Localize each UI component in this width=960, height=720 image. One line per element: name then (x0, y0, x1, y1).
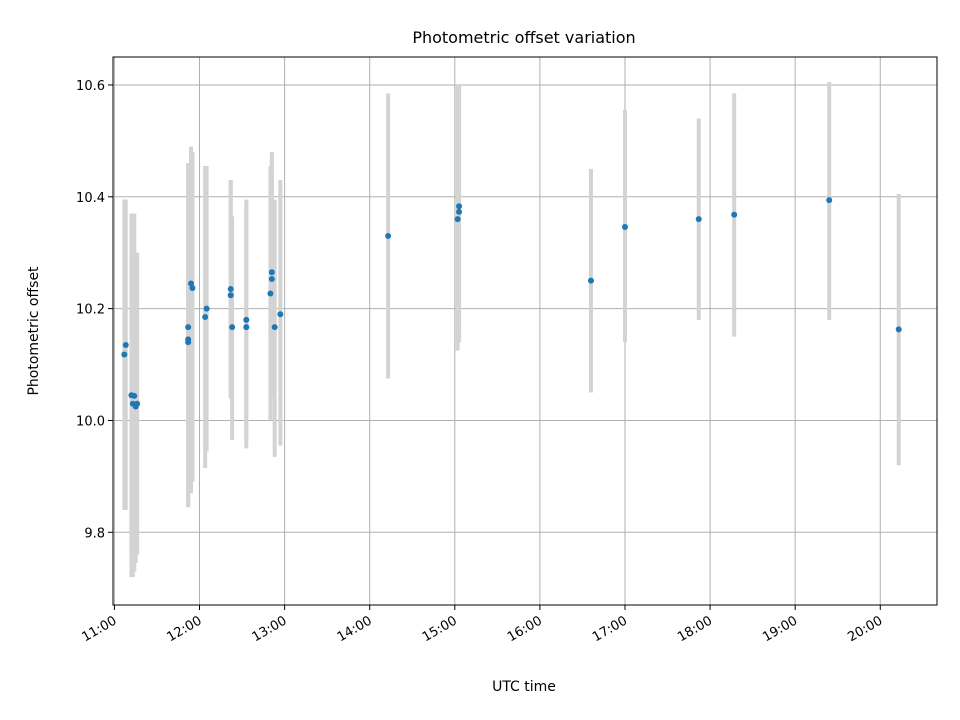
data-point (131, 392, 138, 399)
data-point (454, 216, 461, 223)
data-point (243, 324, 250, 331)
y-tick-label: 10.0 (76, 414, 105, 429)
data-point (185, 336, 192, 343)
y-tick-label: 9.8 (84, 526, 105, 541)
grid (113, 57, 937, 605)
data-point (456, 208, 463, 215)
data-point (268, 269, 275, 276)
x-tick-label: 14:00 (335, 613, 375, 645)
x-tick-label: 16:00 (505, 613, 545, 645)
data-point (826, 197, 833, 204)
x-axis-label: UTC time (492, 679, 556, 695)
data-point (385, 232, 392, 239)
x-tick-label: 11:00 (79, 613, 119, 645)
x-tick-label: 19:00 (760, 613, 800, 645)
data-point (731, 211, 738, 218)
data-point (277, 311, 284, 318)
y-axis-label: Photometric offset (26, 266, 42, 396)
data-point (189, 284, 196, 291)
data-point (202, 314, 209, 321)
x-tick-label: 20:00 (845, 613, 885, 645)
data-point (587, 277, 594, 284)
data-point (243, 316, 250, 323)
data-point (134, 400, 141, 407)
x-tick-label: 17:00 (590, 613, 630, 645)
data-point (122, 341, 129, 348)
data-point (227, 286, 234, 293)
data-point (268, 275, 275, 282)
data-point (895, 326, 902, 333)
data-point (203, 305, 210, 312)
data-point (271, 324, 278, 331)
y-tick-label: 10.4 (76, 191, 105, 206)
y-tick-label: 10.2 (76, 303, 105, 318)
data-point (267, 290, 274, 297)
data-point (621, 223, 628, 230)
x-tick-label: 13:00 (250, 613, 290, 645)
data-point (185, 324, 192, 331)
chart-title: Photometric offset variation (412, 28, 635, 47)
data-point (456, 203, 463, 210)
data-points (121, 197, 902, 410)
data-point (695, 216, 702, 223)
data-point (229, 324, 236, 331)
x-axis: 11:00 12:00 13:00 14:00 15:00 16:00 17:00 18:00… (79, 605, 885, 645)
plot-frame (112, 56, 938, 606)
data-point (121, 351, 128, 358)
y-tick-label: 10.6 (76, 79, 105, 94)
y-axis: 9.8 10.0 10.2 10.4 10.6 (76, 79, 113, 541)
x-tick-label: 18:00 (675, 613, 715, 645)
x-tick-label: 12:00 (165, 613, 205, 645)
error-bars (122, 82, 901, 578)
data-point (227, 292, 234, 299)
x-tick-label: 15:00 (420, 613, 460, 645)
